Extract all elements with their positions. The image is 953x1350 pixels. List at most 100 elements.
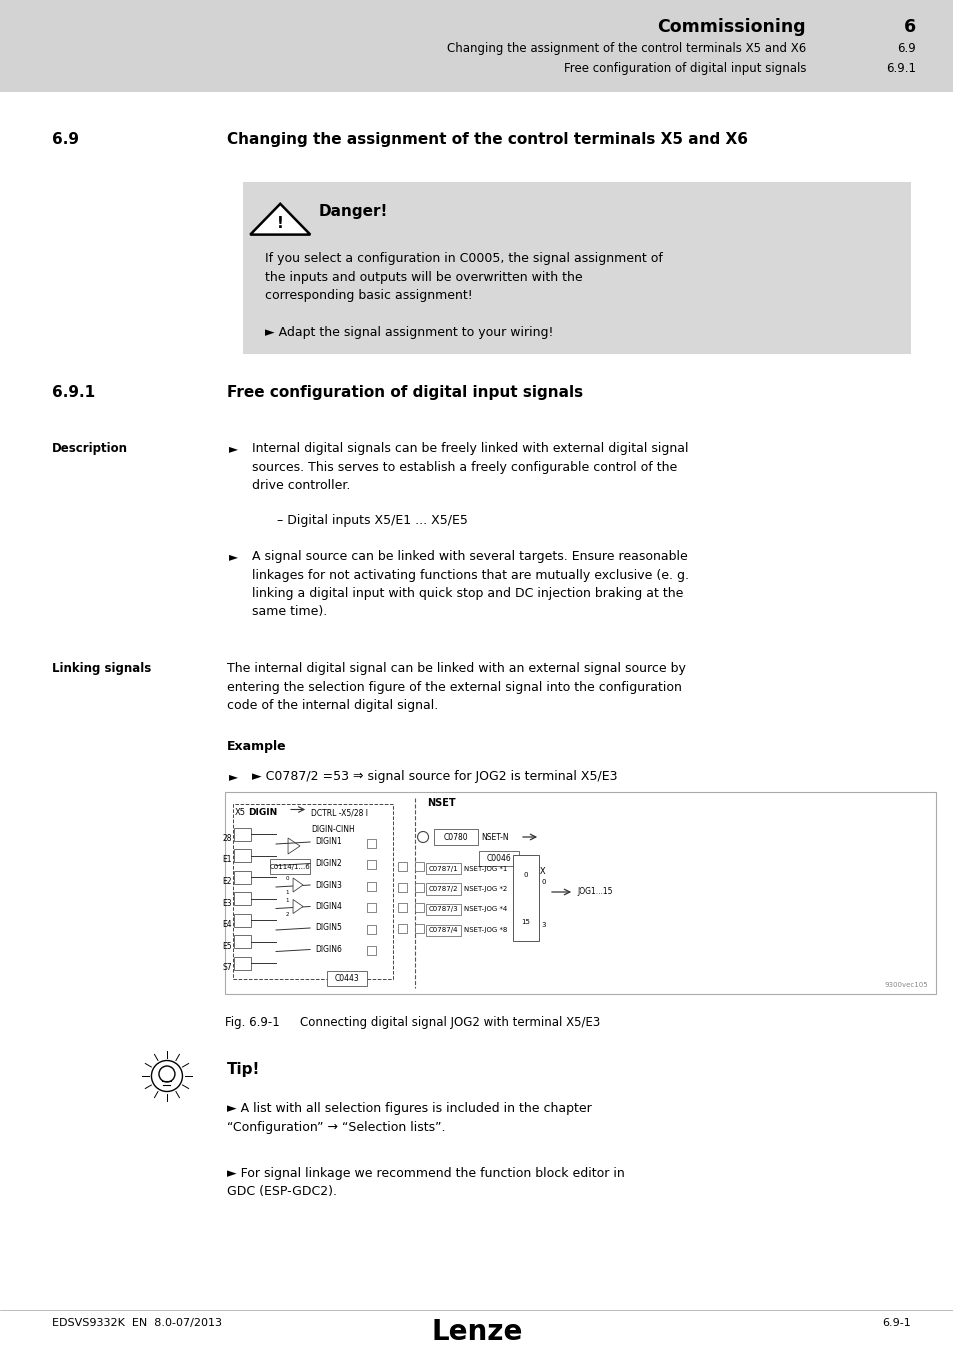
Text: DMUX: DMUX	[519, 867, 545, 876]
FancyBboxPatch shape	[478, 850, 518, 865]
Text: NSET-JOG *1: NSET-JOG *1	[463, 865, 507, 872]
Text: DIGIN: DIGIN	[248, 809, 277, 817]
Text: Linking signals: Linking signals	[51, 662, 151, 675]
Text: Example: Example	[227, 740, 287, 753]
Text: 0: 0	[285, 876, 289, 882]
FancyBboxPatch shape	[367, 882, 375, 891]
FancyBboxPatch shape	[397, 923, 407, 933]
Text: The internal digital signal can be linked with an external signal source by
ente: The internal digital signal can be linke…	[227, 662, 685, 711]
FancyBboxPatch shape	[233, 892, 251, 904]
Text: ►: ►	[229, 441, 238, 455]
FancyBboxPatch shape	[0, 0, 953, 92]
Text: – Digital inputs X5/E1 ... X5/E5: – Digital inputs X5/E1 ... X5/E5	[276, 514, 467, 526]
FancyBboxPatch shape	[367, 860, 375, 869]
Text: E3: E3	[222, 899, 232, 907]
Text: C0046: C0046	[486, 855, 511, 863]
FancyBboxPatch shape	[270, 859, 310, 873]
Text: DIGIN-CINH: DIGIN-CINH	[311, 825, 355, 834]
Text: 2: 2	[285, 911, 289, 917]
Text: 6: 6	[902, 18, 915, 36]
Text: NSET-N: NSET-N	[480, 833, 508, 841]
FancyBboxPatch shape	[243, 182, 910, 354]
Text: NSET-JOG *8: NSET-JOG *8	[463, 927, 507, 933]
Text: ►: ►	[229, 549, 238, 563]
Text: Lenze: Lenze	[431, 1318, 522, 1346]
FancyBboxPatch shape	[233, 936, 251, 948]
Text: C0443: C0443	[335, 973, 359, 983]
FancyBboxPatch shape	[397, 883, 407, 891]
FancyBboxPatch shape	[367, 903, 375, 913]
Text: Changing the assignment of the control terminals X5 and X6: Changing the assignment of the control t…	[446, 42, 805, 55]
FancyBboxPatch shape	[426, 863, 460, 873]
Text: ►: ►	[229, 769, 238, 783]
FancyBboxPatch shape	[233, 914, 251, 926]
Polygon shape	[293, 878, 303, 892]
Text: 0: 0	[540, 879, 545, 886]
Text: C0787/3: C0787/3	[428, 906, 457, 913]
FancyBboxPatch shape	[233, 957, 251, 969]
Text: If you select a configuration in C0005, the signal assignment of
the inputs and : If you select a configuration in C0005, …	[265, 252, 662, 302]
Text: 9300vec105: 9300vec105	[883, 981, 927, 988]
Text: Free configuration of digital input signals: Free configuration of digital input sign…	[227, 385, 582, 400]
Text: Fig. 6.9-1: Fig. 6.9-1	[225, 1017, 279, 1029]
Text: E1: E1	[222, 856, 232, 864]
FancyBboxPatch shape	[426, 904, 460, 915]
Text: Description: Description	[51, 441, 128, 455]
Text: C0780: C0780	[443, 833, 468, 841]
Text: S7: S7	[222, 963, 232, 972]
Text: 0: 0	[523, 872, 528, 878]
Text: JOG1...15: JOG1...15	[577, 887, 612, 896]
Text: ► C0787/2 =53 ⇒ signal source for JOG2 is terminal X5/E3: ► C0787/2 =53 ⇒ signal source for JOG2 i…	[252, 769, 617, 783]
Polygon shape	[250, 204, 310, 235]
FancyBboxPatch shape	[415, 863, 423, 871]
Text: ► Adapt the signal assignment to your wiring!: ► Adapt the signal assignment to your wi…	[265, 325, 553, 339]
Text: C0787/2: C0787/2	[428, 886, 457, 892]
Text: C0114/1...6: C0114/1...6	[270, 864, 310, 869]
Text: DIGIN1: DIGIN1	[314, 837, 341, 846]
Text: Internal digital signals can be freely linked with external digital signal
sourc: Internal digital signals can be freely l…	[252, 441, 688, 491]
Text: 3: 3	[540, 922, 545, 927]
Text: Tip!: Tip!	[227, 1062, 260, 1077]
Text: E2: E2	[222, 878, 232, 886]
Text: !: !	[276, 216, 283, 231]
FancyBboxPatch shape	[233, 828, 251, 841]
Text: NSET-JOG *4: NSET-JOG *4	[463, 906, 507, 913]
FancyBboxPatch shape	[327, 971, 367, 986]
FancyBboxPatch shape	[415, 883, 423, 891]
Text: 6.9-1: 6.9-1	[882, 1318, 910, 1328]
Text: 6.9: 6.9	[896, 42, 915, 55]
Text: DIGIN4: DIGIN4	[314, 902, 341, 911]
Text: DIGIN2: DIGIN2	[314, 859, 341, 868]
Text: DIGIN6: DIGIN6	[314, 945, 341, 954]
FancyBboxPatch shape	[233, 871, 251, 883]
Text: 6.9.1: 6.9.1	[51, 385, 94, 400]
Text: EDSVS9332K  EN  8.0-07/2013: EDSVS9332K EN 8.0-07/2013	[51, 1318, 221, 1328]
FancyBboxPatch shape	[415, 923, 423, 933]
FancyBboxPatch shape	[367, 925, 375, 933]
Text: X5: X5	[234, 809, 246, 817]
Text: DIGIN3: DIGIN3	[314, 880, 341, 890]
FancyBboxPatch shape	[367, 838, 375, 848]
FancyBboxPatch shape	[426, 883, 460, 895]
Text: NSET-JOG *2: NSET-JOG *2	[463, 886, 507, 892]
Text: DIGIN5: DIGIN5	[314, 923, 341, 933]
Text: 15: 15	[521, 919, 530, 925]
Text: A signal source can be linked with several targets. Ensure reasonable
linkages f: A signal source can be linked with sever…	[252, 549, 688, 618]
Text: NSET: NSET	[427, 798, 456, 809]
Text: C0787/1: C0787/1	[428, 865, 457, 872]
FancyBboxPatch shape	[397, 903, 407, 913]
Text: Commissioning: Commissioning	[657, 18, 805, 36]
FancyBboxPatch shape	[426, 925, 460, 936]
Text: ► A list with all selection figures is included in the chapter
“Configuration” →: ► A list with all selection figures is i…	[227, 1102, 591, 1134]
FancyBboxPatch shape	[434, 829, 477, 845]
Text: DCTRL -X5/28 I: DCTRL -X5/28 I	[311, 809, 368, 817]
Text: Connecting digital signal JOG2 with terminal X5/E3: Connecting digital signal JOG2 with term…	[300, 1017, 599, 1029]
FancyBboxPatch shape	[415, 903, 423, 913]
Text: 6.9: 6.9	[51, 132, 78, 147]
FancyBboxPatch shape	[367, 946, 375, 954]
Text: E5: E5	[222, 941, 232, 950]
Text: 6.9.1: 6.9.1	[885, 62, 915, 76]
Polygon shape	[293, 899, 303, 914]
Text: Changing the assignment of the control terminals X5 and X6: Changing the assignment of the control t…	[227, 132, 747, 147]
Text: 28: 28	[222, 834, 232, 842]
